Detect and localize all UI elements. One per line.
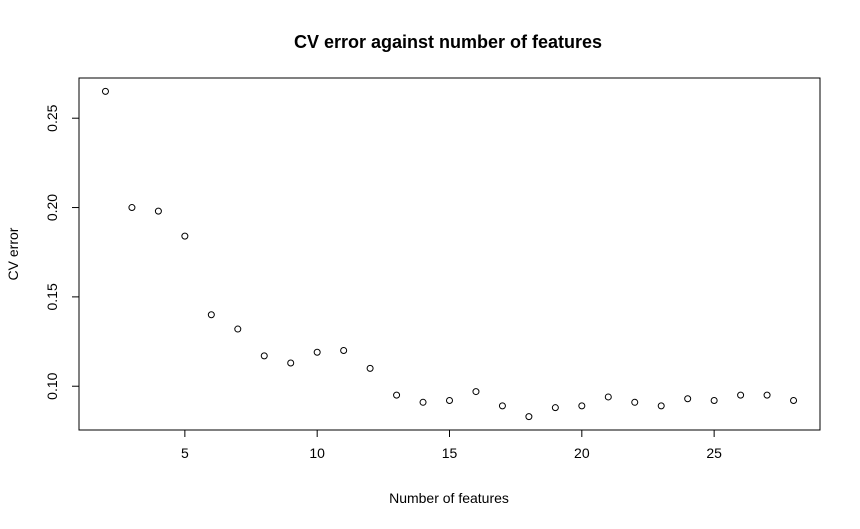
data-point xyxy=(287,359,295,367)
data-point xyxy=(498,402,506,410)
x-axis-label: Number of features xyxy=(389,490,509,506)
data-point xyxy=(340,346,348,354)
x-tick-label: 15 xyxy=(442,445,458,461)
data-point xyxy=(419,398,427,406)
data-point xyxy=(631,398,639,406)
data-point xyxy=(472,388,480,396)
data-point xyxy=(525,413,533,421)
data-point xyxy=(763,391,771,399)
y-tick-label: 0.25 xyxy=(44,104,60,131)
data-point xyxy=(551,404,559,412)
x-tick-label: 25 xyxy=(706,445,722,461)
data-point xyxy=(128,204,136,212)
data-point xyxy=(154,207,162,215)
data-point xyxy=(234,325,242,333)
plot-area-frame xyxy=(78,77,821,431)
data-point xyxy=(207,311,215,319)
data-point xyxy=(181,232,189,240)
data-point xyxy=(684,395,692,403)
data-point xyxy=(790,397,798,405)
y-tick-label: 0.10 xyxy=(44,372,60,399)
data-point xyxy=(366,364,374,372)
data-point xyxy=(578,402,586,410)
x-tick-label: 20 xyxy=(574,445,590,461)
data-point xyxy=(604,393,612,401)
data-point xyxy=(737,391,745,399)
x-tick-label: 10 xyxy=(309,445,325,461)
x-axis: 5 10 15 20 25 xyxy=(181,429,722,461)
data-point xyxy=(313,348,321,356)
data-point xyxy=(657,402,665,410)
data-point xyxy=(446,397,453,405)
data-points xyxy=(101,87,798,421)
data-point xyxy=(260,352,268,360)
y-axis-label: CV error xyxy=(5,227,21,280)
x-tick-label: 5 xyxy=(181,445,189,461)
y-tick-label: 0.20 xyxy=(44,194,60,221)
data-point xyxy=(393,391,401,399)
data-point xyxy=(710,397,718,405)
data-point xyxy=(101,87,109,95)
y-axis: 0.10 0.15 0.20 0.25 xyxy=(44,104,80,400)
chart-title: CV error against number of features xyxy=(294,32,602,52)
y-tick-label: 0.15 xyxy=(44,283,60,310)
